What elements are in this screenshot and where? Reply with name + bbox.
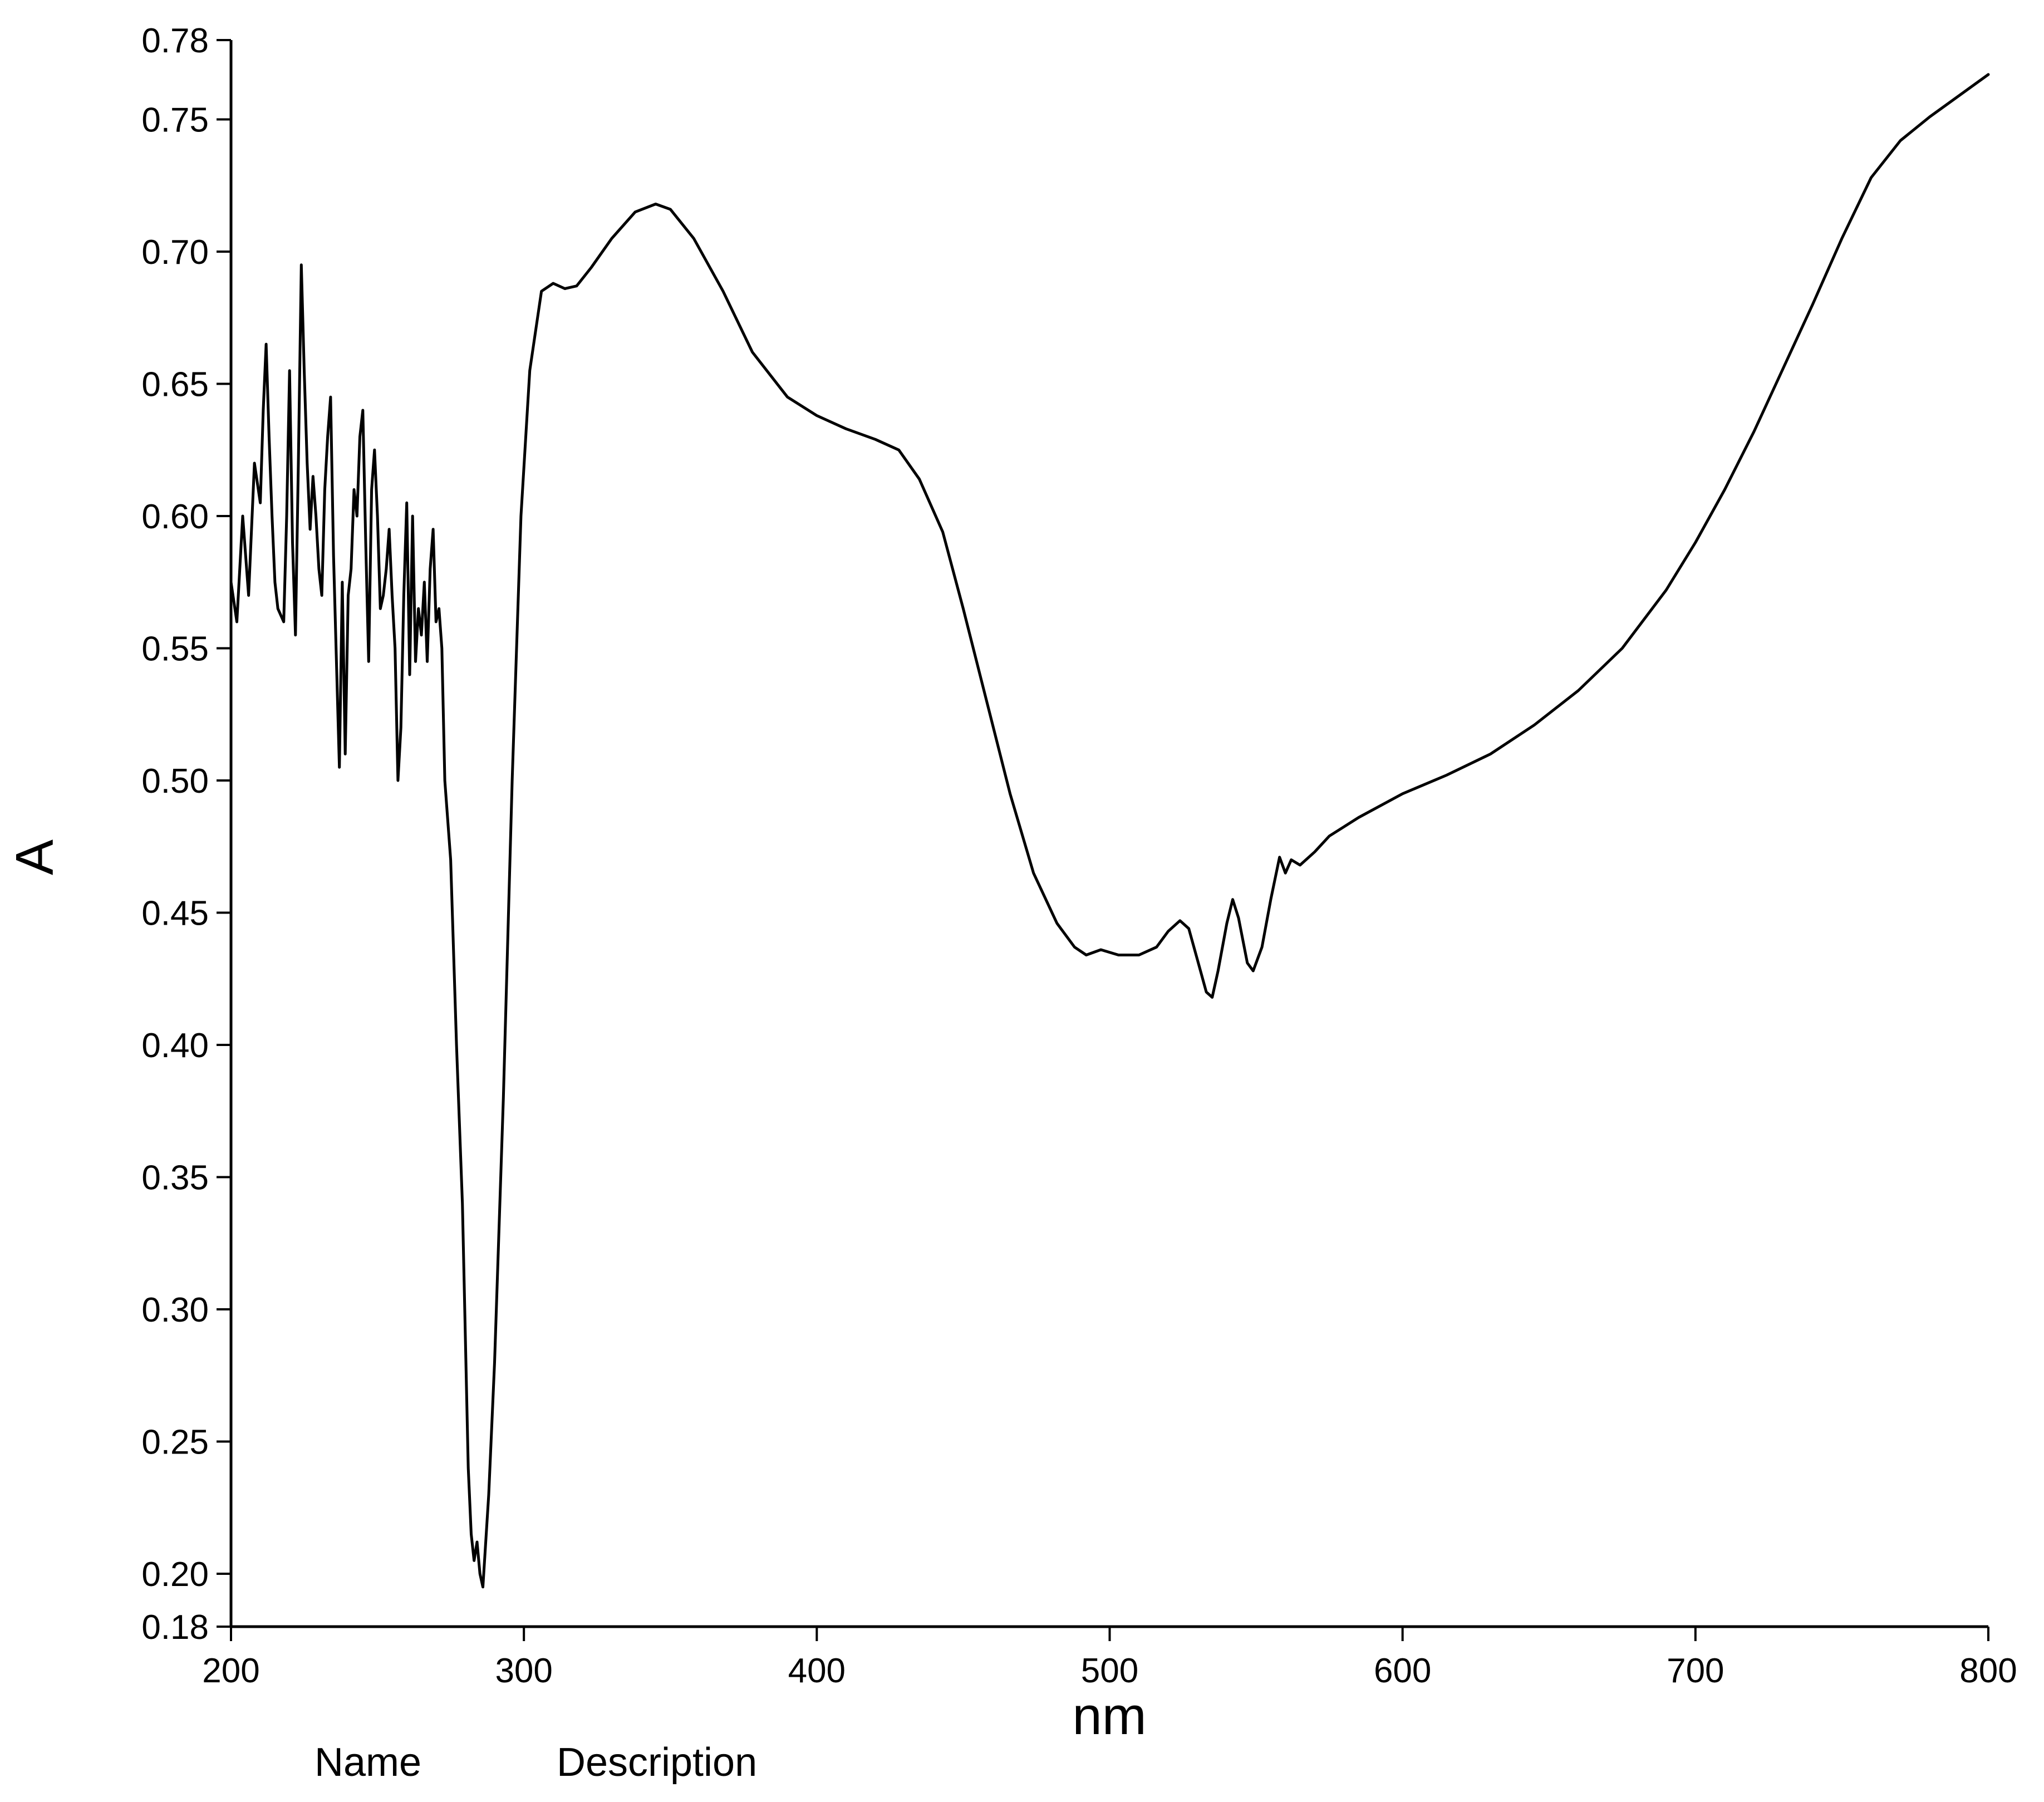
x-tick-label: 200 bbox=[202, 1652, 259, 1690]
y-tick-label: 0.60 bbox=[141, 498, 209, 536]
y-tick-label: 0.45 bbox=[141, 895, 209, 933]
y-tick-label: 0.78 bbox=[141, 22, 209, 60]
y-tick-label: 0.30 bbox=[141, 1291, 209, 1329]
x-tick-label: 400 bbox=[788, 1652, 846, 1690]
x-axis-ticks: 200 300 400 500 600 700 800 bbox=[202, 1627, 2017, 1690]
x-tick-label: 500 bbox=[1081, 1652, 1138, 1690]
y-axis-ticks: 0.18 0.20 0.25 0.30 0.35 0.40 0.45 0.50 0.55 0.60… bbox=[141, 22, 231, 1647]
y-tick-label: 0.20 bbox=[141, 1555, 209, 1594]
footer-name-label: Name bbox=[315, 1740, 421, 1785]
x-tick-label: 600 bbox=[1374, 1652, 1431, 1690]
y-tick-label: 0.50 bbox=[141, 762, 209, 801]
x-tick-label: 300 bbox=[495, 1652, 552, 1690]
x-tick-label: 700 bbox=[1667, 1652, 1724, 1690]
y-tick-label: 0.25 bbox=[141, 1423, 209, 1462]
y-tick-label: 0.55 bbox=[141, 630, 209, 669]
series-line bbox=[229, 73, 1990, 1589]
y-tick-label: 0.75 bbox=[141, 101, 209, 140]
y-tick-label: 0.18 bbox=[141, 1608, 209, 1647]
y-axis-title: A bbox=[5, 839, 65, 875]
x-tick-label: 800 bbox=[1959, 1652, 2017, 1690]
footer-description-label: Description bbox=[557, 1740, 757, 1785]
y-tick-label: 0.40 bbox=[141, 1027, 209, 1065]
y-tick-label: 0.65 bbox=[141, 366, 209, 404]
y-tick-label: 0.35 bbox=[141, 1159, 209, 1197]
y-tick-label: 0.70 bbox=[141, 233, 209, 272]
x-axis-title: nm bbox=[1072, 1686, 1146, 1746]
